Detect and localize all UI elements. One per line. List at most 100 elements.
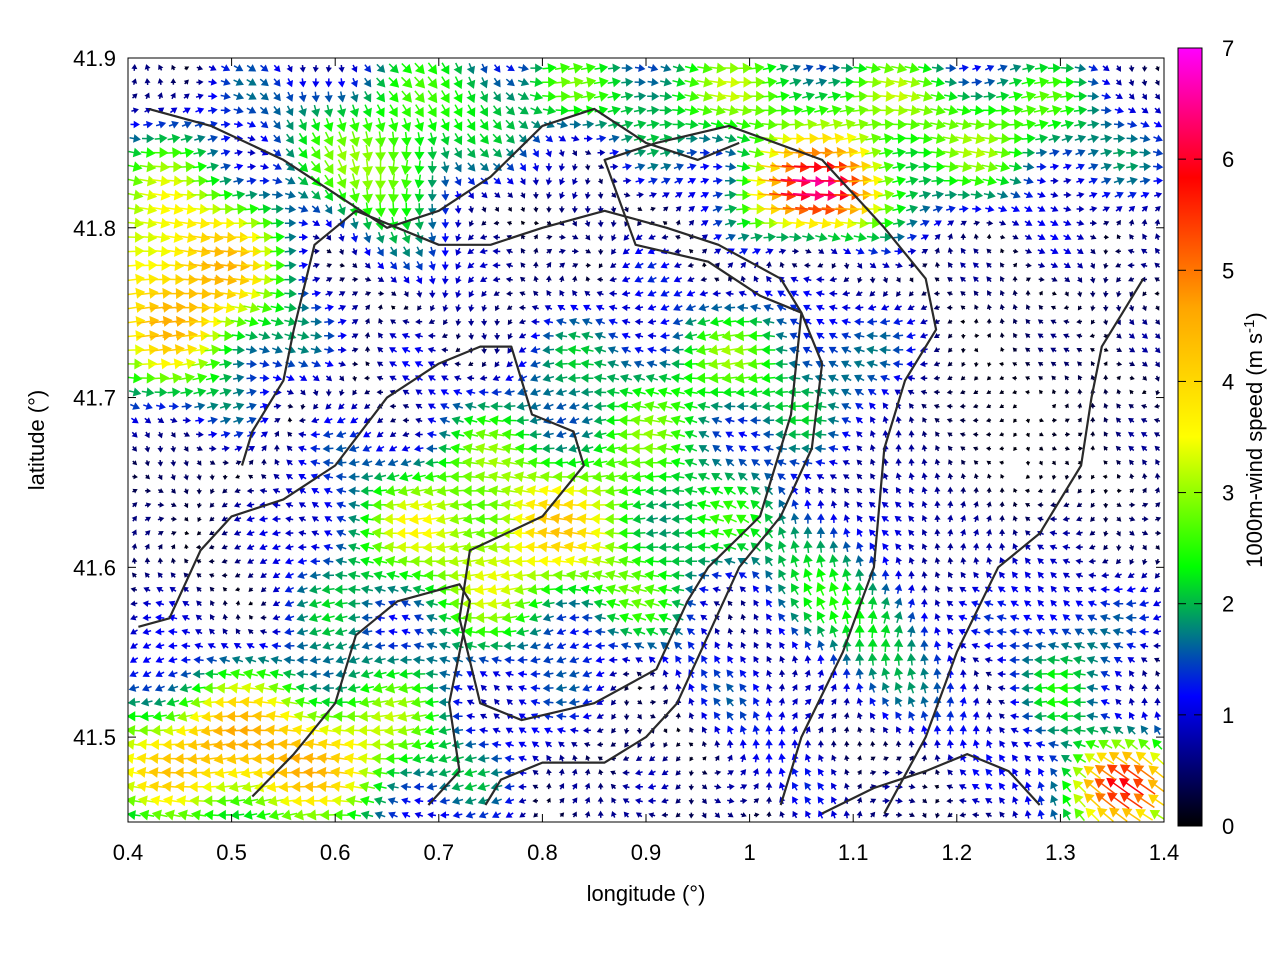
wind-arrow (817, 810, 825, 819)
wind-arrow (854, 638, 865, 652)
wind-arrow (142, 600, 151, 608)
wind-arrow (556, 641, 567, 650)
wind-arrow (412, 753, 426, 764)
wind-arrow (593, 599, 607, 609)
wind-arrows (128, 62, 1164, 822)
wind-arrow (1099, 726, 1112, 735)
wind-arrow (1011, 741, 1019, 748)
wind-arrow (688, 770, 695, 777)
wind-arrow (256, 668, 271, 680)
wind-arrow (414, 797, 424, 805)
wind-arrow (1025, 432, 1030, 438)
wind-arrow (933, 654, 942, 665)
wind-arrow (893, 652, 904, 666)
wind-arrow (425, 753, 439, 764)
wind-arrow (701, 740, 708, 747)
wind-arrow (804, 739, 812, 748)
wind-arrow (1096, 807, 1114, 822)
wind-arrow (895, 740, 902, 748)
wind-arrow (973, 683, 980, 692)
wind-arrow (867, 596, 878, 610)
wind-arrow (1128, 697, 1136, 706)
wind-arrow (1127, 657, 1136, 664)
wind-arrow (397, 682, 414, 694)
wind-arrow (204, 809, 219, 821)
wind-arrow (1012, 768, 1019, 777)
wind-arrow (634, 783, 643, 791)
wind-arrow (129, 656, 139, 663)
wind-arrow (934, 277, 940, 283)
wind-arrow (242, 795, 259, 807)
wind-arrow (505, 727, 514, 734)
wind-arrow (1090, 319, 1096, 325)
wind-arrow (998, 699, 1005, 706)
wind-arrow (1038, 375, 1044, 381)
wind-arrow (333, 809, 349, 821)
wind-arrow (184, 66, 190, 71)
wind-arrow (412, 768, 425, 777)
wind-arrow (753, 782, 759, 790)
wind-arrow (505, 670, 514, 678)
wind-arrow (972, 711, 980, 721)
wind-arrow (412, 655, 425, 665)
wind-arrow (1034, 726, 1046, 735)
wind-arrow (1140, 725, 1149, 735)
wind-arrow (661, 769, 669, 776)
wind-arrow (817, 625, 826, 638)
wind-arrow (934, 754, 941, 762)
wind-arrow (623, 713, 630, 721)
wind-arrow (216, 795, 233, 807)
wind-arrow (946, 614, 954, 621)
wind-arrow (869, 682, 877, 693)
wind-arrow (999, 389, 1005, 394)
wind-arrow (922, 263, 928, 268)
wind-arrow (713, 683, 722, 693)
wind-arrow (619, 627, 633, 637)
wind-arrow (662, 699, 668, 705)
wind-arrow (168, 614, 178, 622)
wind-arrow (701, 655, 708, 664)
wind-arrow (985, 783, 993, 791)
wind-arrow (1154, 683, 1161, 691)
wind-arrow (935, 798, 940, 804)
wind-arrow (571, 742, 578, 748)
wind-arrow (805, 810, 812, 819)
x-tick-label: 1.1 (838, 840, 869, 865)
wind-arrow (816, 610, 826, 624)
wind-arrow (920, 696, 929, 708)
wind-arrow (167, 628, 178, 636)
wind-arrow (1112, 627, 1124, 637)
wind-arrow (322, 641, 335, 650)
wind-arrow (778, 613, 786, 622)
wind-arrow (830, 683, 837, 692)
wind-arrow (881, 667, 891, 680)
wind-arrow (451, 796, 464, 805)
wind-arrow (543, 627, 554, 636)
wind-arrow (1098, 739, 1113, 750)
wind-arrow (1049, 614, 1058, 621)
wind-arrow (493, 713, 500, 720)
wind-arrow (816, 596, 826, 610)
wind-arrow (372, 781, 387, 792)
wind-arrow (155, 614, 165, 622)
wind-arrow (1113, 726, 1124, 735)
wind-arrow (986, 389, 992, 395)
wind-arrow (568, 599, 580, 608)
wind-arrow (546, 754, 552, 762)
wind-arrow (907, 611, 916, 623)
wind-arrow (739, 683, 747, 693)
wind-arrow (1089, 348, 1095, 353)
wind-arrow (1039, 432, 1044, 437)
wind-arrow (1141, 487, 1147, 494)
wind-arrow (541, 598, 555, 609)
wind-arrow (1154, 711, 1162, 721)
wind-arrow (933, 681, 942, 693)
wind-arrow (1045, 696, 1061, 708)
wind-arrow (804, 726, 811, 734)
wind-arrow (465, 726, 476, 735)
wind-arrow (490, 768, 503, 778)
wind-arrow (622, 783, 630, 790)
wind-arrow (1129, 389, 1134, 395)
wind-arrow (196, 600, 202, 607)
wind-arrow (960, 446, 966, 452)
